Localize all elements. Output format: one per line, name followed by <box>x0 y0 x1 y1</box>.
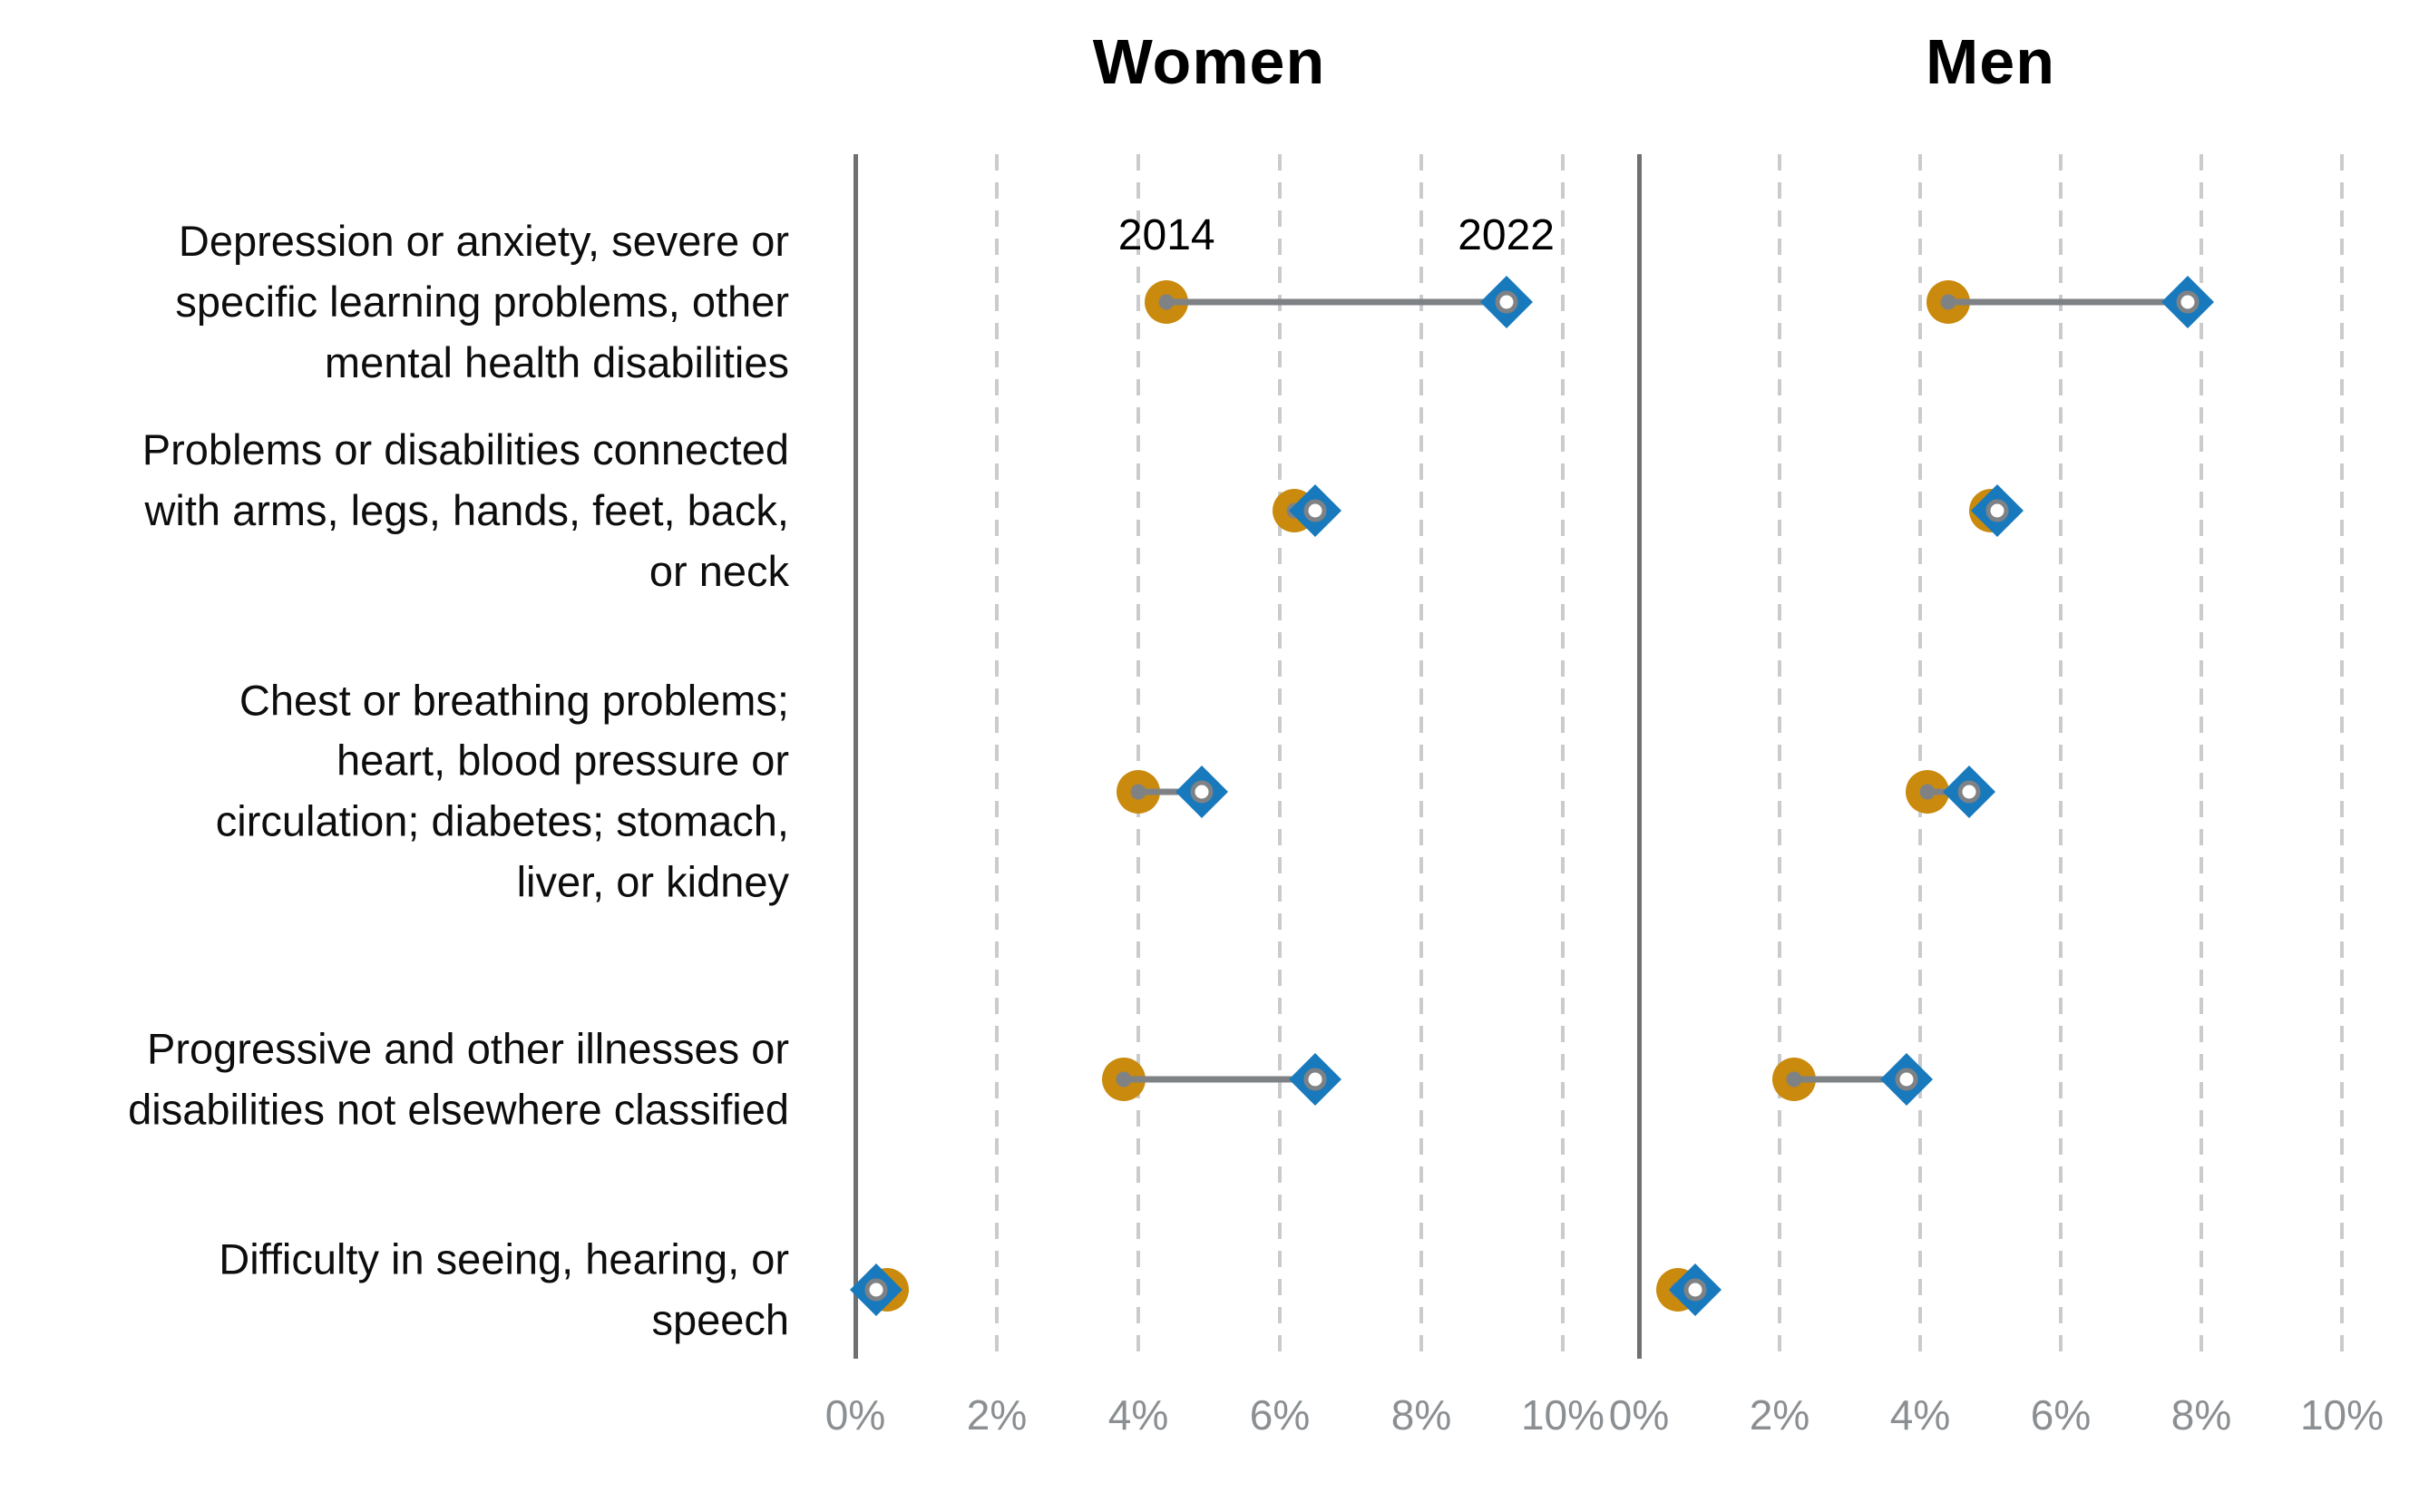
connector-start-dot <box>1786 1071 1801 1088</box>
connector-line <box>1166 298 1507 306</box>
series-year-annotation: 2022 <box>1458 211 1555 260</box>
x-tick-label: 2% <box>1749 1391 1810 1439</box>
x-tick-label: 0% <box>1608 1391 1670 1439</box>
connector-end-dot <box>1190 780 1214 803</box>
connector-end-dot <box>1303 499 1327 522</box>
connector-end-dot <box>1683 1278 1707 1302</box>
gridline <box>1136 154 1140 1359</box>
axis-zero-line <box>1637 154 1642 1359</box>
category-label: Difficulty in seeing, hearing, or speech <box>219 1234 789 1344</box>
connector-end-dot <box>1303 1068 1327 1091</box>
gridline <box>2059 154 2063 1359</box>
connector-start-dot <box>1940 294 1956 310</box>
x-tick-label: 4% <box>1107 1391 1169 1439</box>
x-tick-label: 10% <box>1520 1391 1605 1439</box>
category-label: Progressive and other illnesses or disab… <box>128 1024 789 1133</box>
connector-start-dot <box>1116 1071 1132 1088</box>
gridline <box>1918 154 1922 1359</box>
connector-start-dot <box>1919 784 1936 799</box>
connector-start-dot <box>1158 294 1175 310</box>
connector-end-dot <box>1895 1068 1917 1091</box>
connector-end-dot <box>2176 290 2199 314</box>
x-tick-label: 8% <box>2170 1391 2232 1439</box>
category-label: Chest or breathing problems; heart, bloo… <box>215 676 789 906</box>
x-tick-label: 4% <box>1889 1391 1951 1439</box>
connector-line <box>1124 1076 1315 1083</box>
x-tick-label: 8% <box>1390 1391 1452 1439</box>
x-tick-label: 2% <box>966 1391 1028 1439</box>
series-year-annotation: 2014 <box>1117 211 1215 260</box>
x-tick-label: 6% <box>2030 1391 2092 1439</box>
connector-line <box>1138 788 1203 795</box>
x-tick-label: 0% <box>824 1391 886 1439</box>
gridline <box>2200 154 2203 1359</box>
panel-title-women: Women <box>1092 26 1326 97</box>
category-label: Problems or disabilities connected with … <box>141 424 789 595</box>
category-label: Depression or anxiety, severe or specifi… <box>175 217 789 386</box>
connector-line <box>1793 1076 1907 1083</box>
gridline <box>995 154 999 1359</box>
gridline <box>1419 154 1423 1359</box>
x-tick-label: 10% <box>2299 1391 2385 1439</box>
connector-line <box>1948 298 2188 306</box>
gridline <box>2340 154 2344 1359</box>
panel-title-men: Men <box>1926 26 2055 97</box>
connector-end-dot <box>1957 780 1981 803</box>
connector-end-dot <box>864 1278 888 1302</box>
connector-start-dot <box>1130 784 1146 799</box>
gridline <box>1278 154 1282 1359</box>
x-tick-label: 6% <box>1249 1391 1311 1439</box>
gridline <box>1561 154 1565 1359</box>
gridline <box>1778 154 1781 1359</box>
connector-end-dot <box>1985 499 2009 522</box>
connector-end-dot <box>1495 290 1518 314</box>
axis-zero-line <box>853 154 858 1359</box>
